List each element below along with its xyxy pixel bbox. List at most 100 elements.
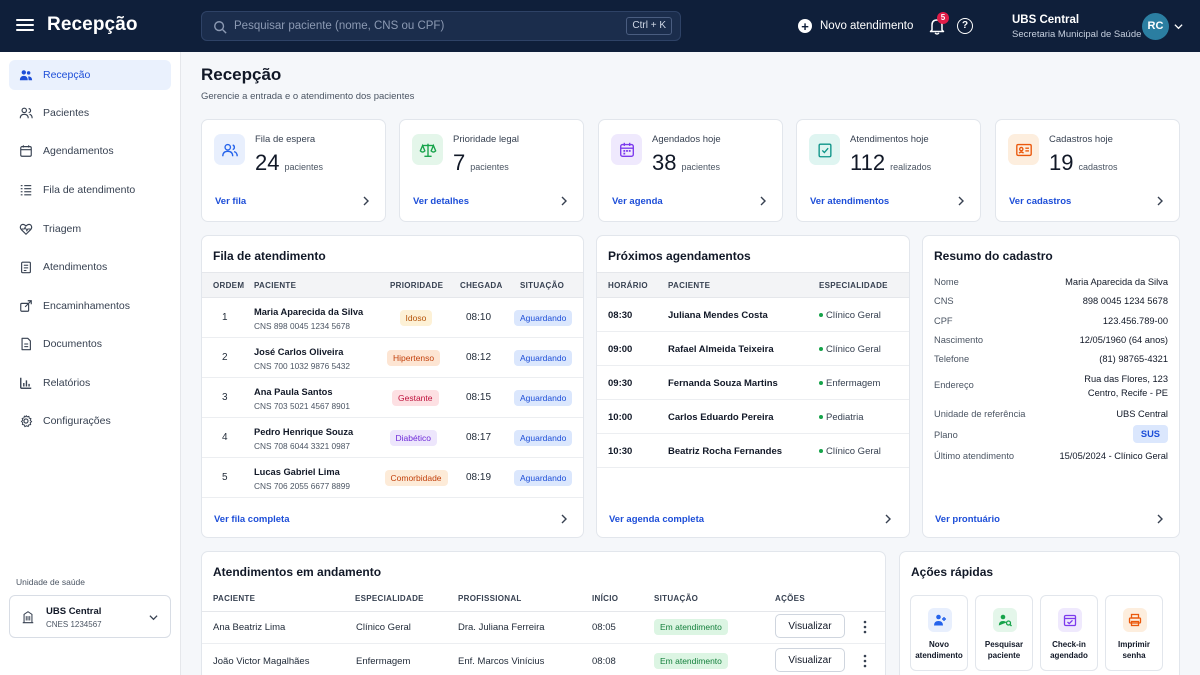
more-vertical-icon[interactable] [862, 620, 868, 634]
document-icon [21, 337, 31, 351]
quick-print-ticket[interactable]: Imprimir senha [1105, 595, 1163, 671]
chevron-right-icon[interactable] [362, 196, 370, 206]
field-value: 12/05/1960 (64 anos) [1079, 335, 1168, 345]
patient-cns: CNS 898 0045 1234 5678 [254, 321, 350, 331]
search-box[interactable]: Ctrl + K [201, 11, 681, 41]
chevron-right-icon[interactable] [560, 514, 568, 524]
stat-link[interactable]: Ver fila [215, 196, 247, 207]
table-row[interactable]: 08:30 Juliana Mendes Costa Clínico Geral [597, 298, 909, 332]
table-row[interactable]: 3 Ana Paula Santos CNS 703 5021 4567 8901 G… [202, 378, 583, 418]
table-row[interactable]: 10:30 Beatriz Rocha Fernandes Clínico Gera… [597, 434, 909, 468]
status-badge: Aguardando [514, 390, 573, 406]
patient-name: Fernanda Souza Martins [668, 378, 778, 389]
avatar[interactable]: RC [1142, 13, 1169, 40]
appointments-title: Próximos agendamentos [608, 249, 751, 263]
col-header: PACIENTE [254, 281, 297, 290]
table-row[interactable]: 09:30 Fernanda Souza Martins Enfermagem [597, 366, 909, 400]
col-header: ESPECIALIDADE [819, 281, 888, 290]
stat-label: Fila de espera [255, 134, 316, 145]
stat-link[interactable]: Ver agenda [612, 196, 663, 207]
status-dot [819, 381, 823, 385]
quick-actions-card: Ações rápidas Novo atendimento Pesquisar p… [899, 551, 1180, 675]
sidebar-item-fila[interactable]: Fila de atendimento [9, 175, 171, 205]
new-attendance-button[interactable]: + Novo atendimento [798, 17, 913, 35]
more-vertical-icon[interactable] [862, 654, 868, 668]
chevron-right-icon[interactable] [1156, 514, 1164, 524]
view-button[interactable]: Visualizar [775, 648, 845, 672]
sidebar-item-recepcao[interactable]: Recepção [9, 60, 171, 90]
chevron-right-icon[interactable] [957, 196, 965, 206]
unit-selector[interactable]: UBS Central CNES 1234567 [9, 595, 171, 638]
priority-badge: Hipertenso [387, 350, 441, 366]
ongoing-card: Atendimentos em andamento PACIENTE ESPEC… [201, 551, 886, 675]
table-row[interactable]: Ana Beatriz Lima Clínico Geral Dra. Julian… [202, 610, 885, 644]
sidebar-item-relatorios[interactable]: Relatórios [9, 368, 171, 398]
sidebar-item-label: Configurações [43, 415, 111, 427]
ongoing-title: Atendimentos em andamento [213, 565, 382, 579]
quick-actions-title: Ações rápidas [911, 565, 994, 579]
arrival-time: 08:17 [466, 432, 492, 443]
col-header: CHEGADA [460, 281, 503, 290]
field-value: Rua das Flores, 123 [1084, 374, 1168, 384]
sidebar-item-atendimentos[interactable]: Atendimentos [9, 252, 171, 282]
stat-card-registrations: Cadastros hoje 19 cadastros Ver cadastros [995, 119, 1180, 222]
queue-order: 5 [222, 472, 228, 483]
queue-table-header: ORDEM PACIENTE PRIORIDADE CHEGADA SITUAÇ… [202, 272, 583, 298]
quick-label: Novo atendimento [915, 640, 963, 660]
clipboard-icon [21, 261, 31, 274]
arrival-time: 08:19 [466, 472, 492, 483]
col-header: PROFISSIONAL [458, 594, 522, 603]
chevron-right-icon[interactable] [560, 196, 568, 206]
stat-link[interactable]: Ver cadastros [1009, 196, 1072, 207]
table-row[interactable]: 10:00 Carlos Eduardo Pereira Pediatria [597, 400, 909, 434]
sidebar: Recepção Pacientes Agendamentos Fila de … [0, 52, 181, 675]
medical-record-link[interactable]: Ver prontuário [935, 514, 1000, 525]
search-input[interactable] [234, 16, 614, 36]
status-badge: Aguardando [514, 310, 573, 326]
chevron-down-icon [149, 615, 158, 621]
field-label: Endereço [934, 380, 974, 390]
stat-link[interactable]: Ver detalhes [413, 196, 469, 207]
stat-value: 24 pacientes [255, 150, 324, 175]
sidebar-item-pacientes[interactable]: Pacientes [9, 98, 171, 128]
chevron-right-icon[interactable] [759, 196, 767, 206]
list-icon [20, 185, 32, 196]
view-button[interactable]: Visualizar [775, 614, 845, 638]
col-header: SITUAÇÃO [520, 281, 565, 290]
queue-full-link[interactable]: Ver fila completa [214, 514, 290, 525]
specialty: Clínico Geral [826, 344, 881, 355]
table-row[interactable]: 5 Lucas Gabriel Lima CNS 706 2055 6677 889… [202, 458, 583, 498]
menu-icon[interactable] [14, 16, 36, 36]
sidebar-item-documentos[interactable]: Documentos [9, 329, 171, 359]
quick-checkin[interactable]: Check-in agendado [1040, 595, 1098, 671]
sidebar-item-triagem[interactable]: Triagem [9, 214, 171, 244]
patient-name: Ana Paula Santos [254, 387, 333, 397]
chevron-right-icon[interactable] [1156, 196, 1164, 206]
chevron-right-icon[interactable] [884, 514, 892, 524]
building-icon [22, 611, 34, 624]
start-time: 08:08 [592, 656, 616, 667]
table-row[interactable]: 2 José Carlos Oliveira CNS 700 1032 9876 5… [202, 338, 583, 378]
patient-name: Rafael Almeida Teixeira [668, 344, 774, 355]
table-row[interactable]: 09:00 Rafael Almeida Teixeira Clínico Gera… [597, 332, 909, 366]
quick-label: Imprimir senha [1117, 640, 1150, 660]
sidebar-item-configuracoes[interactable]: Configurações [9, 406, 171, 436]
patient-name: Ana Beatriz Lima [213, 622, 286, 633]
stat-link[interactable]: Ver atendimentos [810, 196, 890, 207]
col-header: PACIENTE [668, 281, 711, 290]
table-row[interactable]: 1 Maria Aparecida da Silva CNS 898 0045 12… [202, 298, 583, 338]
quick-search-patient[interactable]: Pesquisar paciente [975, 595, 1033, 671]
stat-card-waiting: Fila de espera 24 pacientes Ver fila [201, 119, 386, 222]
sidebar-item-agendamentos[interactable]: Agendamentos [9, 136, 171, 166]
stat-card-attendances: Atendimentos hoje 112 realizados Ver aten… [796, 119, 981, 222]
sidebar-item-encaminhamentos[interactable]: Encaminhamentos [9, 291, 171, 321]
quick-new-attendance[interactable]: Novo atendimento [910, 595, 968, 671]
unit-name: UBS Central [46, 606, 102, 617]
table-row[interactable]: João Victor Magalhães Enfermagem Enf. Marc… [202, 644, 885, 675]
stat-label: Agendados hoje [652, 134, 721, 145]
help-icon[interactable]: ? [957, 18, 973, 34]
chevron-down-icon[interactable] [1174, 22, 1183, 31]
users-icon [214, 134, 245, 165]
agenda-full-link[interactable]: Ver agenda completa [609, 514, 705, 525]
table-row[interactable]: 4 Pedro Henrique Souza CNS 708 6044 3321 0… [202, 418, 583, 458]
